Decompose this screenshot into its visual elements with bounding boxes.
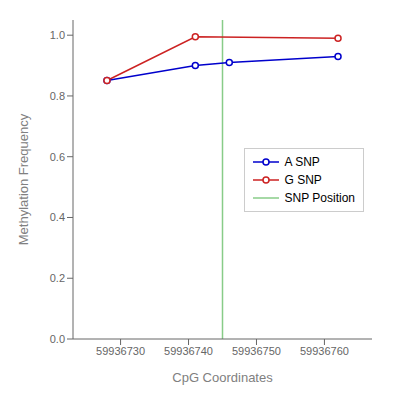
html-text:G SNP: G SNP (284, 172, 322, 187)
svg-text:59936730: 59936730 (96, 345, 145, 357)
svg-text:0.4: 0.4 (50, 211, 65, 223)
svg-text:0.2: 0.2 (50, 272, 65, 284)
svg-text:0.0: 0.0 (50, 333, 65, 345)
svg-text:0.8: 0.8 (50, 90, 65, 102)
html-text:A SNP: A SNP (284, 154, 320, 169)
svg-text:0.6: 0.6 (50, 151, 65, 163)
svg-text:59936740: 59936740 (164, 345, 213, 357)
svg-text:59936750: 59936750 (232, 345, 281, 357)
html-text:SNP Position: SNP Position (284, 190, 355, 205)
svg-text:CpG Coordinates: CpG Coordinates (172, 370, 273, 385)
svg-text:59936760: 59936760 (300, 345, 349, 357)
svg-text:1.0: 1.0 (50, 29, 65, 41)
svg-text:Methylation Frequency: Methylation Frequency (16, 113, 31, 245)
